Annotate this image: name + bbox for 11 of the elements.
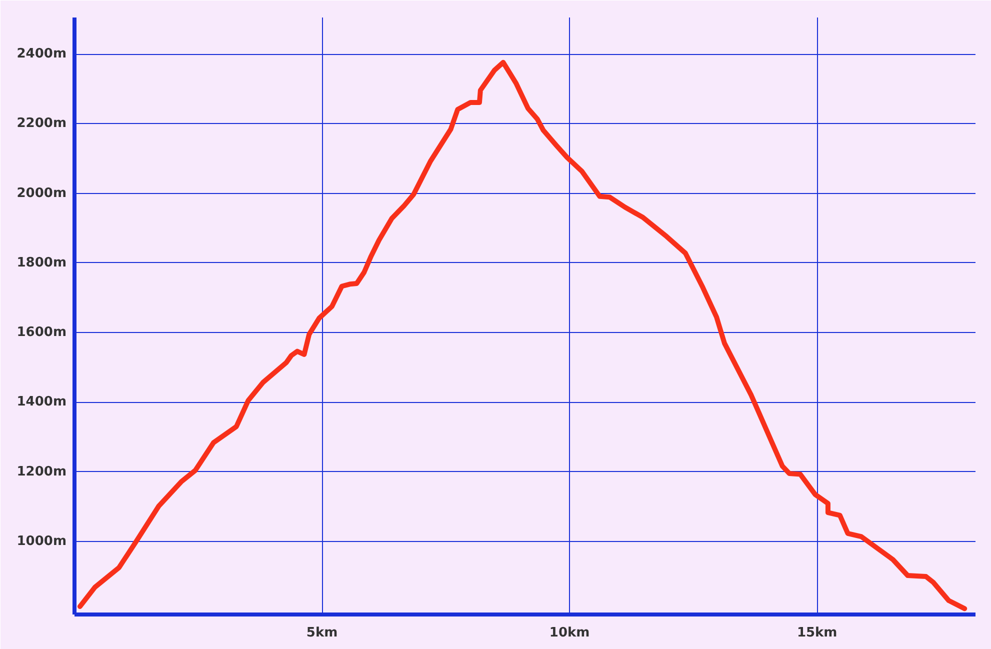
y-tick-label: 1800m: [16, 255, 67, 270]
y-tick-label: 1600m: [16, 325, 67, 340]
y-tick-label: 2200m: [16, 116, 67, 132]
y-tick-label: 2400m: [16, 46, 67, 62]
y-tick-label: 1000m: [16, 534, 67, 549]
y-tick-label: 1400m: [16, 394, 67, 410]
x-tick-label: 15km: [796, 626, 838, 640]
x-tick-label: 10km: [549, 626, 590, 640]
x-tick-label: 5km: [306, 626, 338, 640]
y-tick-label: 1200m: [16, 464, 67, 480]
y-tick-label: 2000m: [16, 186, 67, 201]
